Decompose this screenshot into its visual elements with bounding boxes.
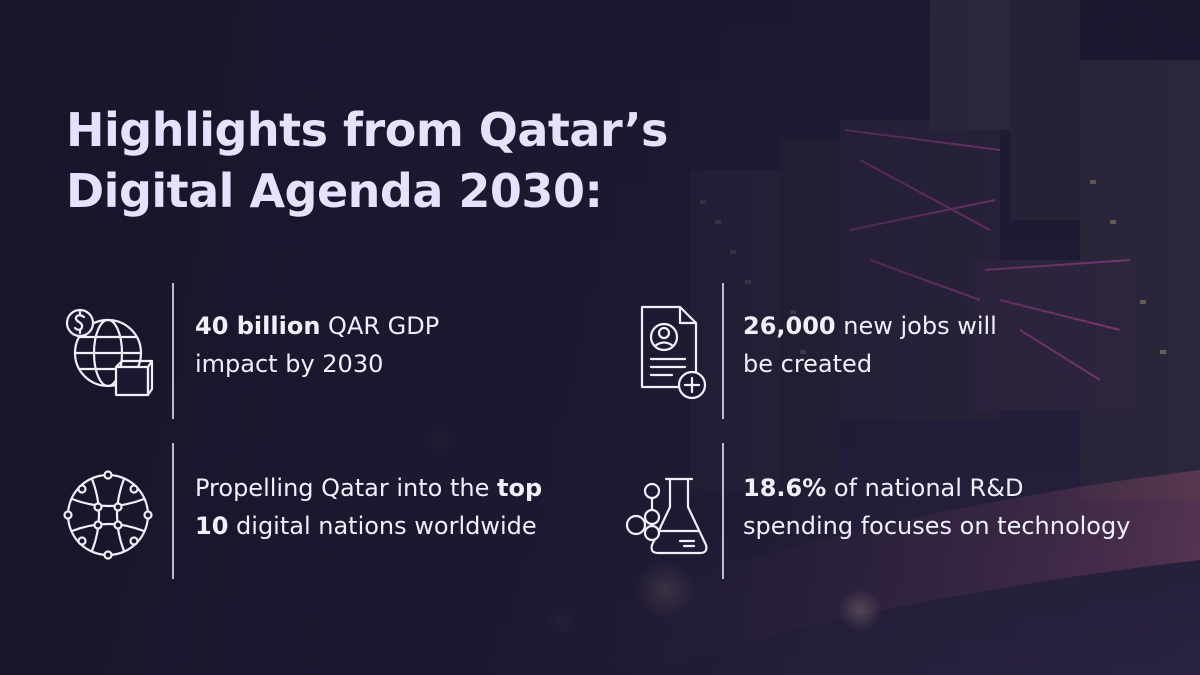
divider	[722, 283, 724, 419]
divider	[172, 443, 174, 579]
globe-money-package-icon	[58, 301, 158, 401]
highlight-text-line-2: impact by 2030	[195, 350, 384, 378]
title-line-1: Highlights from Qatar’s	[66, 103, 668, 157]
highlight-text: 40 billion QAR GDP impact by 2030	[195, 307, 439, 383]
divider	[172, 283, 174, 419]
highlight-text-line-2: be created	[743, 350, 873, 378]
document-profile-add-icon	[622, 301, 722, 401]
highlight-gdp: 40 billion QAR GDP impact by 2030	[58, 283, 578, 421]
highlight-text: 26,000 new jobs will be created	[743, 307, 997, 383]
highlight-rnd: 18.6% of national R&D spending focuses o…	[622, 443, 1182, 581]
title-line-2: Digital Agenda 2030:	[66, 164, 603, 218]
divider	[722, 443, 724, 579]
highlight-value: 26,000	[743, 312, 836, 340]
highlight-text: Propelling Qatar into the top 10 digital…	[195, 469, 542, 545]
highlight-text-line-2: digital nations worldwide	[228, 512, 537, 540]
highlight-value: 18.6%	[743, 474, 827, 502]
highlight-digital-nations: Propelling Qatar into the top 10 digital…	[58, 443, 618, 581]
highlight-text-line-1: Propelling Qatar into the	[195, 474, 497, 502]
highlight-jobs: 26,000 new jobs will be created	[622, 283, 1162, 421]
highlight-value-2: 10	[195, 512, 229, 540]
highlight-text-line-1: of national R&D	[826, 474, 1024, 502]
highlight-text-line-1: QAR GDP	[320, 312, 440, 340]
highlight-text-line-2: spending focuses on technology	[743, 512, 1131, 540]
highlight-text-line-1: new jobs will	[835, 312, 997, 340]
network-globe-icon	[58, 465, 158, 565]
highlight-value: top	[496, 474, 543, 502]
flask-molecules-icon	[622, 465, 722, 565]
page-title: Highlights from Qatar’s Digital Agenda 2…	[66, 100, 786, 222]
highlight-text: 18.6% of national R&D spending focuses o…	[743, 469, 1130, 545]
highlight-value: 40 billion	[195, 312, 321, 340]
